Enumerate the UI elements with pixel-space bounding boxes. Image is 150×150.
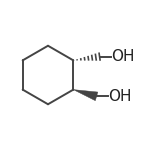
Polygon shape	[73, 90, 98, 101]
Text: OH: OH	[108, 89, 132, 104]
Text: OH: OH	[111, 49, 135, 64]
